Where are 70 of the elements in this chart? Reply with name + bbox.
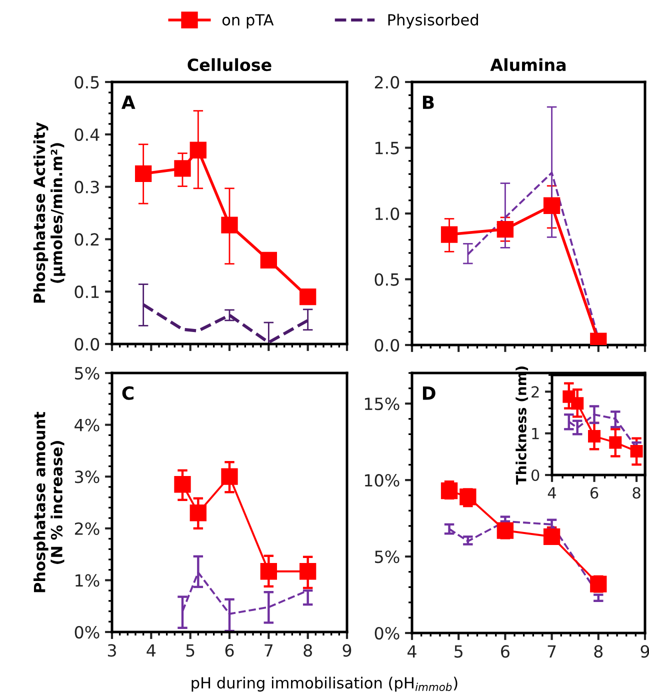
y-tick-label: 1.0 — [376, 207, 400, 220]
y-tick-label: 0.0 — [374, 338, 400, 352]
y-tick-label: 5% — [75, 366, 100, 380]
legend-label: on pTA — [222, 14, 274, 29]
y-tick-label: 0% — [374, 626, 400, 640]
y-tick-label: 5% — [375, 550, 400, 564]
y-tick-label: 4% — [74, 418, 100, 432]
x-tick-label: 9 — [640, 645, 649, 658]
point — [190, 142, 206, 158]
y-tick-label: 0.5 — [74, 76, 99, 89]
y-tick-label: 2% — [74, 522, 100, 535]
x-tick-label: 6 — [501, 645, 510, 658]
point — [221, 468, 238, 485]
x-axis-title: pH during immobilisation (pH$_{immob}$) — [192, 676, 458, 692]
y-tick-label: 15% — [364, 398, 400, 410]
x-tick-label: 7 — [264, 644, 273, 656]
annotation: D — [422, 386, 436, 400]
annotation: B — [422, 96, 434, 109]
y-tick-label: 3% — [75, 470, 100, 484]
annotation: C — [122, 386, 134, 400]
x-tick-label: 4 — [408, 645, 416, 658]
x-tick-label: 9 — [342, 644, 352, 657]
point — [174, 160, 191, 177]
y-tick-label: 1 — [532, 428, 539, 440]
point — [135, 165, 152, 182]
point — [609, 436, 622, 449]
y-axis-title: Phosphatase amount (N % increase) — [34, 412, 64, 592]
y-tick-label: 0.4 — [74, 128, 100, 141]
x-tick-label: 8 — [632, 487, 640, 499]
x-tick-label: 4 — [548, 487, 556, 498]
point — [221, 216, 238, 234]
x-tick-label: 6 — [225, 644, 234, 657]
point — [440, 226, 458, 243]
point — [174, 476, 191, 493]
point — [543, 197, 560, 214]
y-tick-label: 0.0 — [74, 338, 100, 351]
x-tick-label: 7 — [548, 645, 556, 658]
point — [496, 220, 514, 238]
point — [543, 528, 560, 545]
x-tick-label: 5 — [186, 644, 194, 657]
annotation: A — [121, 96, 136, 109]
y-tick-label: 1.5 — [376, 142, 399, 154]
legend-label: Physisorbed — [388, 14, 478, 29]
point — [190, 504, 206, 522]
y-tick-label: 2.0 — [374, 76, 400, 89]
point — [588, 430, 601, 442]
y-tick-label: 0 — [531, 469, 540, 482]
y-tick-label: 0.2 — [74, 233, 99, 246]
y-tick-label: 0.3 — [74, 180, 99, 194]
chart-title: Alumina — [490, 58, 566, 72]
point — [630, 445, 643, 458]
y-tick-label: 0.5 — [374, 273, 399, 286]
point — [260, 252, 277, 268]
y-axis-title: Phosphatase Activity (µmoles/min.m²) — [33, 122, 66, 303]
x-tick-label: 6 — [590, 487, 598, 499]
y-tick-label: 1% — [76, 574, 100, 587]
point — [300, 288, 316, 306]
y-tick-label: 0% — [74, 626, 100, 639]
x-tick-label: 8 — [594, 645, 603, 658]
y-tick-label: 2 — [532, 386, 539, 398]
y-tick-label: 10% — [364, 474, 400, 487]
x-tick-label: 3 — [108, 644, 116, 657]
point — [571, 397, 584, 410]
x-tick-label: 5 — [454, 645, 462, 658]
point — [260, 563, 277, 580]
x-tick-label: 8 — [304, 644, 312, 657]
x-tick-label: 4 — [146, 644, 156, 656]
point — [300, 563, 316, 580]
y-tick-label: 0.1 — [74, 286, 99, 298]
chart-title: Cellulose — [188, 58, 272, 72]
